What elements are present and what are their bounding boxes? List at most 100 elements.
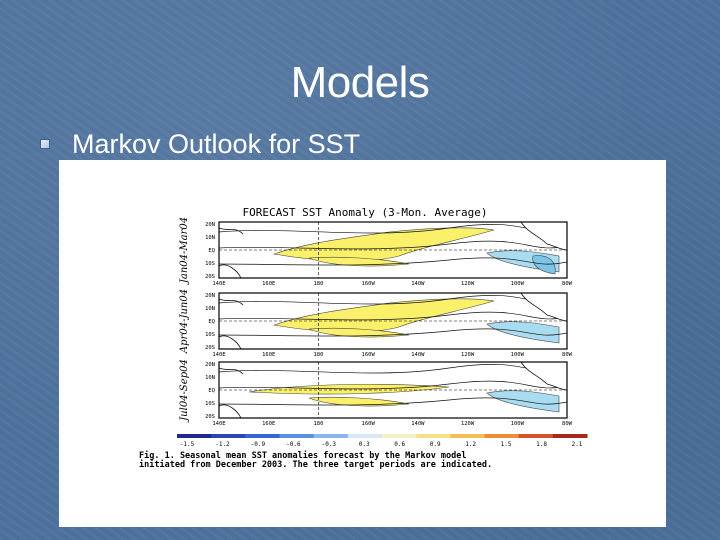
figure-heading: FORECAST SST Anomaly (3-Mon. Average): [242, 206, 487, 219]
warm-anomaly-region: [308, 256, 410, 267]
colorbar-tick-label: 0.9: [430, 441, 441, 448]
latitude-label: 20S: [205, 414, 215, 420]
colorbar-swatch: [279, 434, 315, 438]
square-bullet-icon: [40, 139, 50, 149]
contour-line: [218, 364, 568, 374]
longitude-label: 120W: [461, 352, 475, 358]
figure-canvas: FORECAST SST Anomaly (3-Mon. Average) 20…: [139, 206, 588, 470]
colorbar-tick-label: 1.2: [465, 441, 476, 448]
colorbar-swatch: [416, 434, 451, 438]
colorbar-swatch: [177, 434, 212, 438]
longitude-label: 160E: [262, 421, 275, 427]
colorbar-swatch: [347, 434, 383, 438]
longitude-label: 140W: [411, 421, 425, 427]
warm-anomaly-region: [248, 383, 450, 395]
longitude-label: 180: [313, 352, 323, 358]
latitude-label: 20N: [205, 222, 215, 228]
panel-frame: [218, 361, 568, 419]
latitude-label: 20S: [205, 345, 215, 351]
colorbar: -1.5 -1.2 -0.9 -0.6 -0.3 0.3 0.6 0.9 1.2 1.5 1.8 2.…: [177, 434, 588, 448]
longitude-label: 160W: [362, 421, 376, 427]
latitude-label: 20N: [205, 293, 215, 299]
colorbar-tick-label: -0.6: [286, 441, 301, 448]
longitude-label: 160E: [262, 352, 275, 358]
target-period-label: Apr04-Jun04: [179, 289, 190, 354]
longitude-label: 120W: [461, 421, 475, 427]
latitude-label: EQ: [208, 248, 215, 254]
contour-line: [218, 257, 568, 266]
longitude-label: 100W: [511, 281, 525, 287]
colorbar-swatch: [518, 434, 554, 438]
colorbar-tick-label: 2.1: [572, 441, 583, 448]
longitude-label: 140W: [411, 352, 425, 358]
bullet-text: Markov Outlook for SST: [72, 128, 361, 159]
latitude-label: 10S: [205, 401, 215, 407]
coastline: [218, 367, 244, 419]
target-period-label: Jan04-Mar04: [179, 217, 190, 285]
panel-frame: [218, 221, 568, 279]
colorbar-tick-label: -0.3: [322, 441, 337, 448]
coastline: [218, 227, 244, 279]
coastline: [520, 361, 568, 391]
longitude-label: 80W: [562, 281, 573, 287]
colorbar-tick-label: -1.5: [180, 441, 195, 448]
contour-line: [218, 311, 568, 321]
contour-line: [218, 240, 568, 250]
coastline: [520, 221, 568, 251]
longitude-label: 160E: [262, 281, 275, 287]
longitude-label: 120W: [461, 281, 475, 287]
bullet-item: Markov Outlook for SST: [40, 128, 360, 160]
panel-frame: [218, 292, 568, 350]
longitude-label: 140E: [212, 421, 225, 427]
cool-anomaly-region: [532, 255, 556, 275]
coastline: [218, 298, 244, 350]
latitude-label: 10S: [205, 261, 215, 267]
contour-line: [218, 328, 568, 337]
longitude-label: 100W: [511, 352, 525, 358]
latitude-label: 10N: [205, 306, 215, 312]
contour-line: [218, 380, 568, 390]
colorbar-tick-label: 1.5: [501, 441, 512, 448]
longitude-label: 140E: [212, 352, 225, 358]
coastline: [520, 292, 568, 322]
caption-line-1: Fig. 1. Seasonal mean SST anomalies fore…: [139, 450, 467, 461]
latitude-label: 10S: [205, 332, 215, 338]
longitude-label: 100W: [511, 421, 525, 427]
longitude-label: 140E: [212, 281, 225, 287]
colorbar-tick-label: 0.3: [359, 441, 370, 448]
latitude-label: 10N: [205, 235, 215, 241]
target-period-label: Jul04-Sep04: [179, 359, 190, 423]
longitude-label: 180: [313, 421, 323, 427]
colorbar-swatch: [484, 434, 520, 438]
caption-line-2: initiated from December 2003. The three …: [139, 459, 492, 470]
longitude-label: 180: [313, 281, 323, 287]
colorbar-swatch: [450, 434, 485, 438]
slide-title: Models: [290, 58, 430, 107]
latitude-label: 20N: [205, 362, 215, 368]
sst-forecast-figure: FORECAST SST Anomaly (3-Mon. Average) 20…: [59, 160, 666, 527]
latitude-label: 10N: [205, 375, 215, 381]
colorbar-tick-label: 1.8: [536, 441, 547, 448]
longitude-label: 160W: [362, 281, 376, 287]
latitude-label: EQ: [208, 388, 215, 394]
colorbar-tick-label: 0.6: [394, 441, 405, 448]
warm-anomaly-region: [308, 396, 410, 407]
colorbar-swatch: [313, 434, 349, 438]
longitude-label: 80W: [562, 421, 573, 427]
colorbar-swatch: [382, 434, 417, 438]
colorbar-swatch: [211, 434, 246, 438]
longitude-label: 140W: [411, 281, 425, 287]
contour-line: [218, 397, 568, 406]
colorbar-swatch: [552, 434, 588, 438]
latitude-label: EQ: [208, 319, 215, 325]
colorbar-swatch: [245, 434, 280, 438]
latitude-label: 20S: [205, 274, 215, 280]
longitude-label: 80W: [562, 352, 573, 358]
colorbar-tick-label: -0.9: [251, 441, 266, 448]
colorbar-tick-label: -1.2: [215, 441, 230, 448]
warm-anomaly-region: [308, 327, 410, 338]
